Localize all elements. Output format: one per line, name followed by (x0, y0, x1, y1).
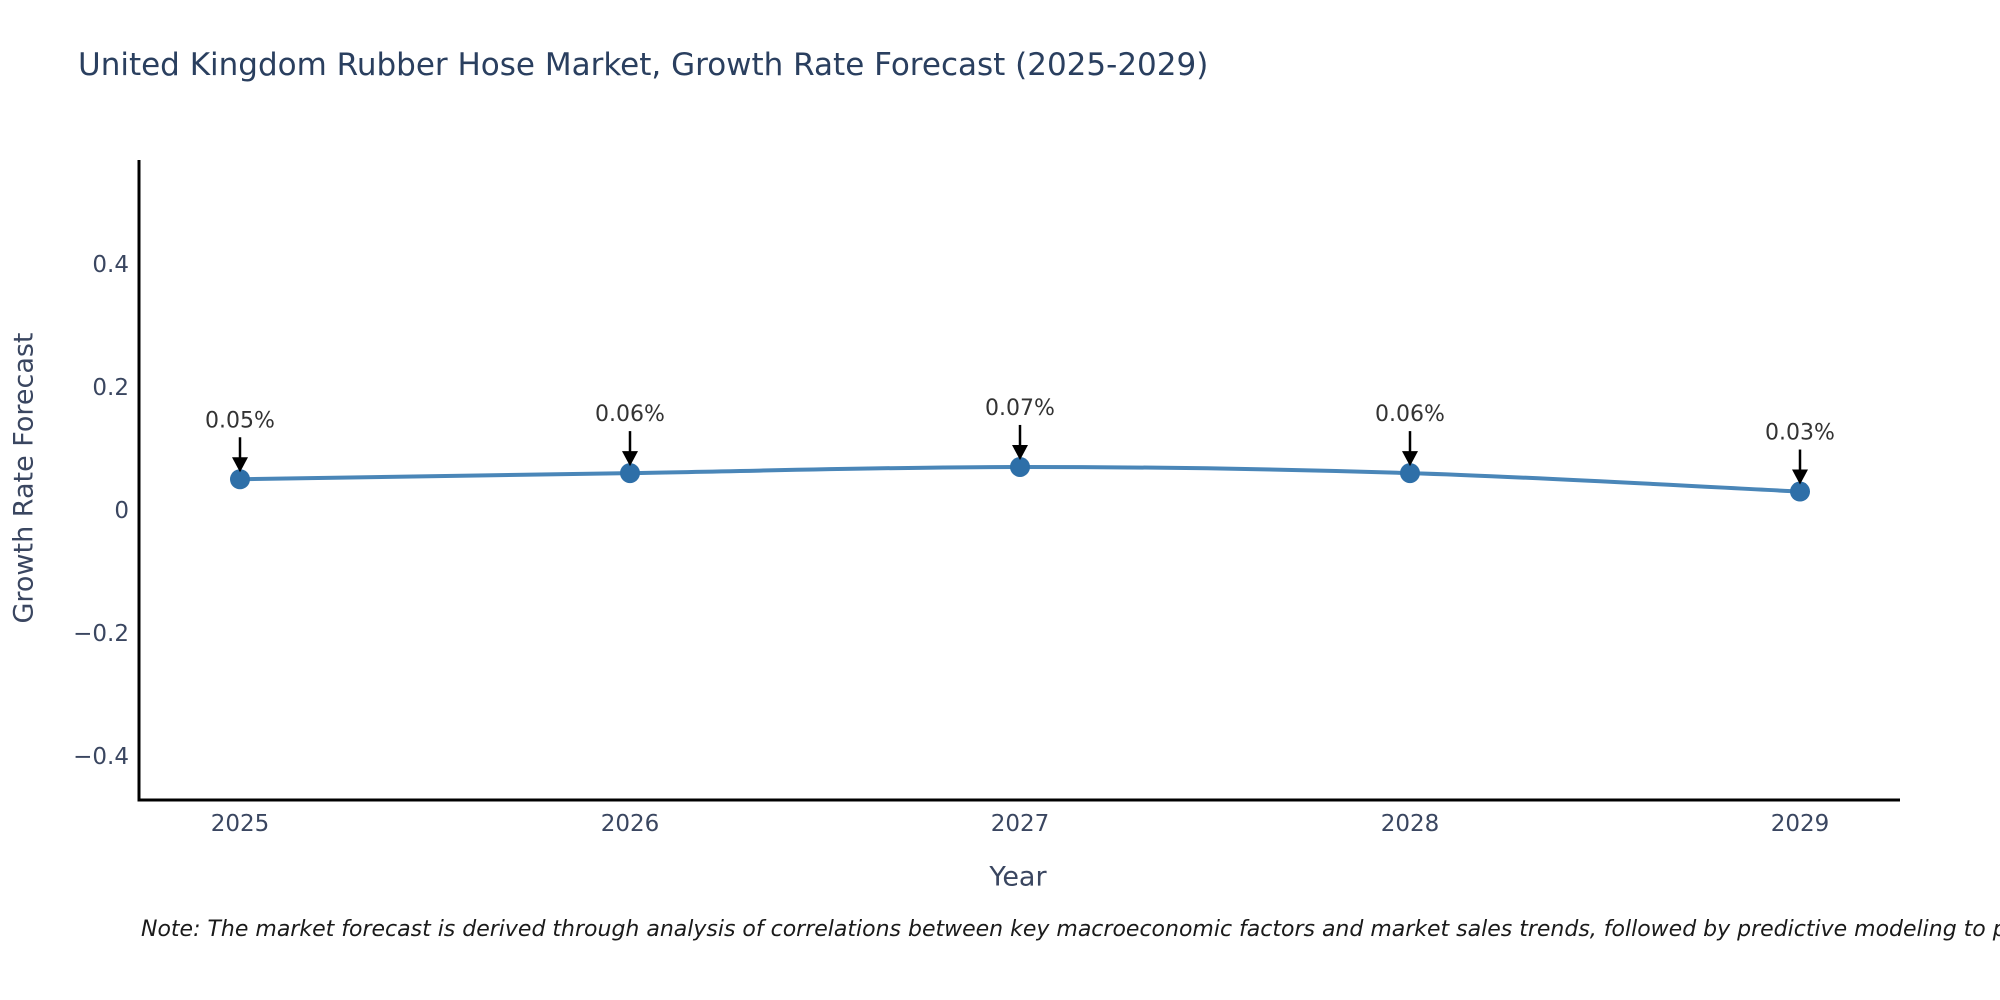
data-point-marker (1790, 481, 1810, 502)
annotation-arrow-head (622, 451, 638, 467)
annotation-arrow-head (1012, 444, 1028, 460)
x-tick-label: 2028 (1381, 811, 1440, 837)
annotation-label: 0.07% (985, 396, 1055, 421)
annotation-label: 0.05% (205, 408, 275, 433)
annotation-arrow-head (1792, 469, 1808, 485)
footnote: Note: The market forecast is derived thr… (141, 917, 2000, 942)
data-point-marker (620, 463, 640, 484)
x-tick-label: 2025 (211, 811, 270, 837)
x-tick-label: 2026 (601, 811, 660, 837)
axis-spines (137, 160, 1900, 802)
chart-title: United Kingdom Rubber Hose Market, Growt… (78, 47, 1209, 83)
data-point-marker (230, 469, 250, 490)
x-tick-label: 2029 (1771, 811, 1830, 837)
annotation-arrow-head (232, 457, 248, 473)
annotation-label: 0.06% (1375, 402, 1445, 427)
data-point-marker (1010, 456, 1030, 477)
data-point-marker (1400, 463, 1420, 484)
y-tick-label: −0.2 (73, 621, 129, 647)
x-tick-label: 2027 (991, 811, 1050, 837)
annotation-label: 0.06% (595, 402, 665, 427)
y-tick-label: 0.4 (92, 252, 129, 278)
y-tick-label: 0 (114, 498, 129, 524)
annotation-arrow-head (1402, 451, 1418, 467)
y-tick-label: 0.2 (92, 375, 129, 401)
x-axis-title: Year (989, 861, 1047, 893)
y-tick-label: −0.4 (73, 744, 129, 770)
annotation-label: 0.03% (1765, 421, 1835, 446)
y-axis-title: Growth Rate Forecast (8, 332, 40, 624)
